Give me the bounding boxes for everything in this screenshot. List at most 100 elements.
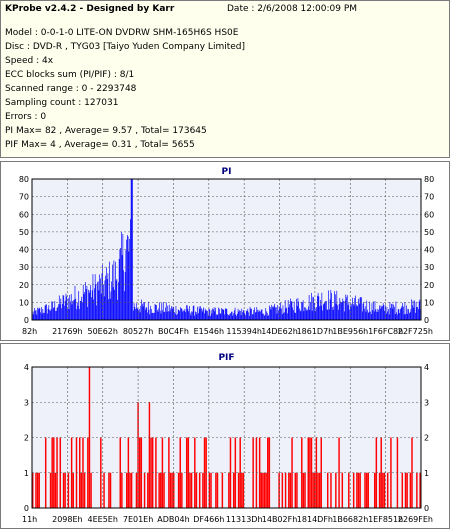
data-bar — [414, 300, 415, 320]
data-bar — [129, 238, 130, 320]
data-bar — [308, 306, 309, 320]
data-bar — [201, 311, 203, 320]
data-bar — [272, 307, 274, 320]
data-bar — [148, 402, 151, 508]
data-bar — [328, 309, 330, 320]
data-bar — [281, 308, 282, 320]
data-bar — [117, 299, 118, 320]
y-tick-label-right: 70 — [424, 193, 434, 202]
data-bar — [355, 304, 357, 320]
data-bar — [412, 300, 414, 320]
data-bar — [267, 437, 269, 508]
data-bar — [111, 281, 112, 320]
data-bar — [413, 307, 415, 320]
data-bar — [155, 437, 157, 508]
data-bar — [116, 279, 118, 320]
data-bar — [361, 297, 362, 320]
data-bar — [183, 310, 185, 320]
data-bar — [54, 300, 56, 320]
data-bar — [136, 308, 138, 320]
data-bar — [189, 306, 190, 320]
data-bar — [287, 300, 289, 320]
data-bar — [80, 300, 82, 320]
data-bar — [368, 311, 370, 320]
data-bar — [401, 472, 404, 508]
data-bar — [145, 307, 147, 320]
data-bar — [412, 305, 413, 320]
data-bar — [387, 311, 389, 320]
data-bar — [293, 310, 294, 320]
data-bar — [192, 305, 194, 320]
data-bar — [85, 282, 86, 320]
data-bar — [340, 301, 341, 320]
data-bar — [216, 472, 219, 508]
data-bar — [225, 308, 227, 320]
data-bar — [351, 303, 353, 320]
data-bar — [135, 303, 137, 320]
data-bar — [260, 309, 262, 320]
data-bar — [385, 313, 387, 320]
data-bar — [87, 307, 89, 320]
data-bar — [120, 247, 121, 320]
data-bar — [223, 309, 225, 320]
data-bar — [137, 308, 139, 320]
data-bar — [366, 300, 368, 320]
data-bar — [405, 314, 406, 320]
data-bar — [143, 472, 146, 508]
data-bar — [233, 313, 234, 320]
data-bar — [66, 296, 68, 320]
data-bar — [402, 303, 403, 320]
data-bar — [40, 307, 42, 320]
data-bar — [173, 472, 175, 508]
data-bar — [406, 305, 407, 320]
data-bar — [138, 437, 141, 508]
x-tick-label: 80527h — [123, 327, 154, 336]
data-bar — [105, 275, 106, 320]
data-bar — [364, 306, 366, 320]
data-bar — [390, 307, 391, 320]
data-bar — [302, 302, 303, 320]
data-bar — [230, 311, 232, 320]
data-bar — [294, 472, 297, 508]
data-bar — [386, 307, 388, 320]
data-bar — [400, 307, 402, 320]
data-bar — [244, 313, 246, 320]
data-bar — [276, 313, 278, 320]
data-bar — [90, 472, 92, 508]
data-bar — [192, 311, 193, 320]
data-bar — [168, 311, 169, 320]
data-bar — [80, 472, 83, 508]
data-bar — [193, 305, 195, 320]
y-tick-label-right: 10 — [424, 298, 434, 307]
data-bar — [182, 311, 184, 320]
data-bar — [417, 307, 418, 320]
data-bar — [320, 305, 322, 320]
data-bar — [301, 301, 302, 320]
y-tick-label-left: 40 — [19, 246, 29, 255]
data-bar — [195, 312, 197, 320]
data-bar — [138, 310, 139, 320]
data-bar — [398, 309, 400, 320]
data-bar — [331, 307, 333, 320]
x-tick-label: 7E01Eh — [123, 515, 153, 524]
scan-date: Date : 2/6/2008 12:00:09 PM — [227, 4, 358, 14]
data-bar — [199, 308, 201, 320]
data-bar — [361, 311, 363, 320]
data-bar — [254, 312, 256, 320]
data-bar — [185, 437, 188, 508]
data-bar — [290, 298, 291, 320]
data-bar — [295, 312, 296, 320]
x-tick-label: B0C4Fh — [158, 327, 189, 336]
data-bar — [37, 309, 39, 320]
data-bar — [46, 304, 47, 320]
data-bar — [408, 309, 409, 320]
data-bar — [186, 305, 188, 320]
data-bar — [166, 311, 168, 320]
data-bar — [118, 282, 119, 320]
data-bar — [106, 278, 108, 320]
data-bar — [331, 293, 332, 320]
y-tick-label-left: 4 — [24, 363, 29, 372]
data-bar — [217, 314, 219, 320]
data-bar — [110, 291, 112, 320]
data-bar — [184, 308, 186, 320]
